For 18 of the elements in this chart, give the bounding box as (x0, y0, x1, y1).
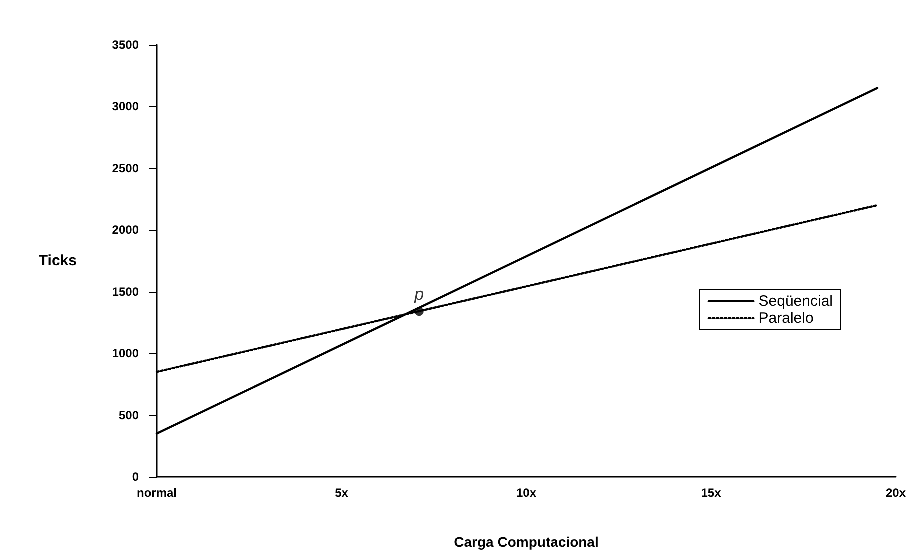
x-tick-label: normal (136, 486, 178, 500)
y-tick-label: 0 (132, 470, 140, 484)
annotation: p (414, 285, 424, 304)
y-axis-title: Ticks (38, 252, 77, 270)
x-tick-label: 20x (886, 486, 906, 500)
y-tick-label: 3000 (112, 100, 140, 114)
y-tick-label: 1500 (112, 284, 140, 299)
legend-label: Seqüencial (758, 293, 834, 310)
y-tick-label: 2000 (112, 223, 140, 238)
legend-label: Paralelo (758, 310, 814, 327)
x-tick-label: 10x (516, 486, 537, 500)
y-tick-label: 2500 (112, 161, 140, 176)
x-tick-label: 15x (701, 486, 722, 500)
y-tick-label: 500 (118, 408, 140, 422)
x-axis-title: Carga Computacional (454, 534, 599, 550)
y-tick-label: 3500 (112, 38, 140, 52)
x-tick-label: 5x (335, 486, 349, 500)
y-tick-label: 1000 (112, 346, 140, 361)
